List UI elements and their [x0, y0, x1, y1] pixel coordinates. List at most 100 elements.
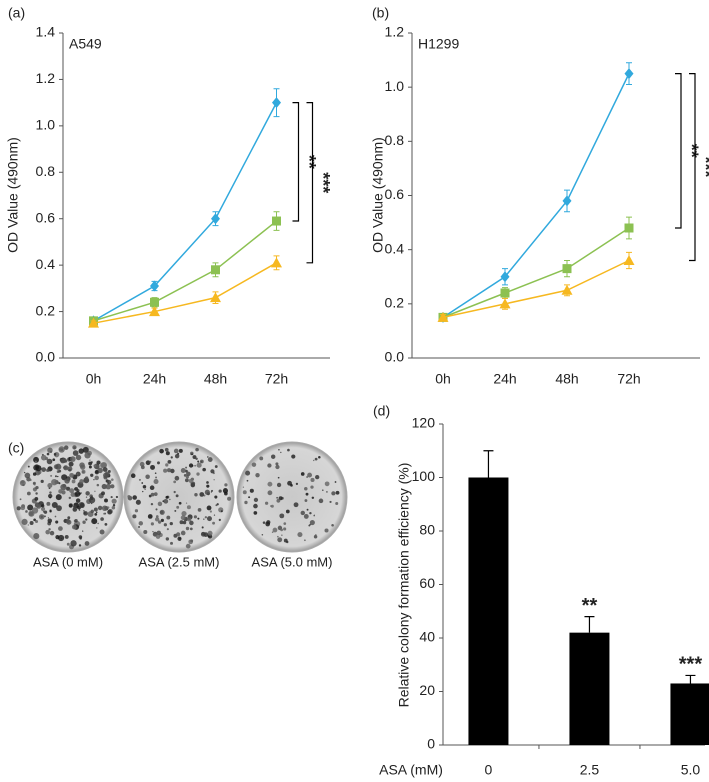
significance-label: **: [299, 155, 319, 169]
marker: [211, 213, 220, 225]
colony: [253, 511, 258, 515]
colony: [305, 492, 309, 496]
colony: [165, 537, 170, 541]
image-caption: ASA (0 mM): [33, 554, 103, 569]
colony: [33, 456, 39, 463]
colony: [304, 539, 306, 542]
colony: [280, 528, 284, 532]
colony: [34, 497, 39, 501]
colony: [204, 516, 208, 519]
y-tick-label: 40: [419, 629, 435, 645]
colony: [78, 501, 85, 509]
colony: [94, 490, 96, 493]
colony: [218, 518, 221, 522]
colony: [159, 509, 165, 515]
colony: [47, 517, 50, 519]
colony: [201, 526, 204, 529]
colony: [84, 452, 91, 459]
colony: [156, 530, 162, 536]
colony: [321, 489, 324, 492]
colony: [40, 479, 44, 483]
colony: [79, 462, 85, 468]
colony: [101, 483, 107, 490]
colony: [145, 460, 151, 466]
colony: [58, 526, 63, 531]
colony: [165, 463, 169, 467]
colony: [331, 523, 334, 527]
colony: [27, 504, 34, 511]
colony: [271, 531, 274, 533]
x-tick-label: 24h: [143, 371, 166, 387]
colony: [47, 447, 53, 453]
colony: [48, 528, 51, 531]
colony: [52, 458, 56, 462]
bar: [468, 477, 509, 745]
colony: [177, 536, 182, 541]
bar: [670, 683, 709, 745]
colony: [96, 527, 98, 529]
colony: [71, 479, 76, 484]
colony: [75, 454, 82, 461]
colony: [324, 481, 330, 487]
colony: [314, 457, 318, 461]
colony: [88, 461, 93, 466]
colony: [165, 451, 170, 456]
colony: [184, 478, 189, 483]
colony: [97, 505, 103, 511]
colony: [101, 491, 105, 496]
colony: [331, 491, 336, 496]
colony: [197, 517, 200, 520]
colony: [33, 518, 36, 522]
y-tick-label: 0: [427, 736, 435, 752]
colony: [203, 532, 209, 537]
colony: [204, 489, 210, 495]
colony: [103, 512, 106, 515]
colony: [150, 464, 155, 470]
x-tick-label: 2.5: [580, 762, 600, 778]
colony: [94, 512, 98, 516]
colony: [276, 482, 282, 488]
colony: [281, 534, 283, 536]
colony: [179, 520, 184, 525]
colony: [272, 527, 278, 533]
colony: [163, 468, 168, 473]
colony: [93, 507, 98, 512]
colony: [88, 465, 92, 469]
colony: [143, 529, 148, 535]
colony: [138, 525, 141, 528]
marker: [88, 317, 99, 328]
colony: [138, 478, 141, 481]
colony: [248, 496, 251, 499]
colony: [173, 448, 179, 454]
colony: [153, 492, 158, 496]
colony: [68, 496, 72, 500]
colony: [157, 501, 163, 507]
significance-label: ***: [313, 172, 333, 193]
colony: [40, 454, 47, 461]
colony: [82, 530, 84, 532]
colony: [160, 450, 164, 453]
colony: [306, 475, 309, 478]
colony: [20, 505, 26, 511]
y-tick-label: 1.2: [36, 70, 56, 86]
colony: [24, 472, 31, 479]
x-tick-label: 0h: [435, 371, 451, 387]
colony: [150, 522, 154, 526]
colony: [153, 479, 159, 485]
colony: [214, 465, 218, 468]
colony: [59, 447, 63, 451]
colony: [46, 468, 50, 472]
colony: [242, 486, 245, 488]
colony: [19, 498, 22, 501]
colony: [66, 486, 71, 491]
colony: [96, 483, 100, 487]
colony: [181, 511, 187, 517]
colony: [70, 540, 77, 547]
colony: [313, 535, 318, 539]
colony: [66, 542, 70, 546]
colony: [49, 530, 55, 536]
y-axis-label: OD Value (490nm): [370, 137, 386, 253]
colony: [195, 457, 198, 461]
colony: [48, 493, 53, 499]
colony: [187, 517, 192, 522]
